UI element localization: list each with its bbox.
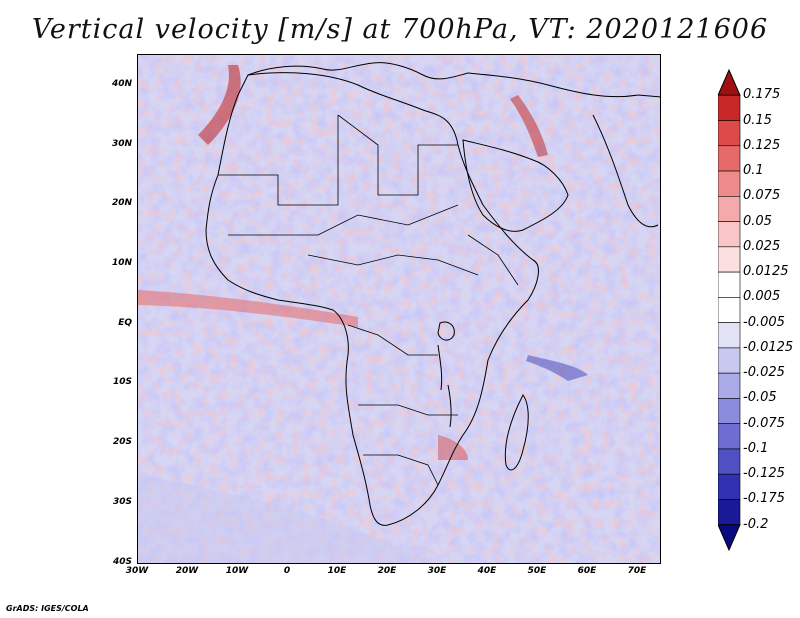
velocity-map bbox=[138, 55, 660, 563]
colorbar-segment bbox=[718, 423, 741, 450]
colorbar-level-label: 0.125 bbox=[743, 137, 781, 153]
lat-label-40n: 40N bbox=[111, 79, 132, 89]
border-south-2 bbox=[363, 454, 439, 486]
colorbar-segment bbox=[718, 94, 741, 121]
colorbar-segment bbox=[718, 271, 741, 298]
colorbar-level-label: -0.175 bbox=[743, 491, 785, 507]
lon-label-60e: 60E bbox=[577, 566, 597, 576]
lake-malawi bbox=[447, 384, 452, 428]
colorbar-segments bbox=[718, 68, 741, 552]
colorbar-level-label: -0.125 bbox=[743, 466, 785, 482]
lon-label-20e: 20E bbox=[377, 566, 397, 576]
lat-label-40s: 40S bbox=[112, 557, 132, 567]
colorbar-segment bbox=[718, 145, 741, 172]
madagascar-coastline bbox=[504, 394, 529, 471]
colorbar-segment bbox=[718, 448, 741, 475]
colorbar-segment bbox=[718, 499, 741, 526]
border-congo bbox=[347, 324, 438, 356]
colorbar-bottom-arrow bbox=[718, 524, 741, 552]
lat-label-10s: 10S bbox=[112, 377, 132, 387]
country-borders bbox=[218, 114, 519, 486]
lon-label-70e: 70E bbox=[627, 566, 647, 576]
colorbar-level-label: -0.0125 bbox=[743, 339, 794, 355]
colorbar-segment bbox=[718, 297, 741, 323]
map-plot-area bbox=[137, 54, 661, 564]
lake-victoria bbox=[437, 321, 455, 341]
atlas-updraft-streak bbox=[198, 65, 241, 145]
colorbar-segment bbox=[718, 372, 741, 399]
africa-coastline bbox=[205, 72, 539, 526]
lon-label-40e: 40E bbox=[477, 566, 497, 576]
colorbar-level-label: 0.0125 bbox=[743, 264, 789, 280]
colorbar-top-arrow bbox=[718, 68, 741, 96]
colorbar-segment bbox=[718, 246, 741, 273]
border-south bbox=[358, 404, 458, 416]
lat-label-30s: 30S bbox=[112, 497, 132, 507]
zagros-updraft-streak bbox=[510, 95, 548, 157]
lon-label-20w: 20W bbox=[175, 566, 199, 576]
itcz-updraft-band bbox=[138, 290, 358, 327]
colorbar bbox=[718, 68, 741, 552]
lat-label-20s: 20S bbox=[112, 437, 132, 447]
colorbar-level-label: -0.2 bbox=[743, 516, 769, 532]
colorbar-level-label: 0.15 bbox=[743, 112, 772, 128]
colorbar-segment bbox=[718, 170, 741, 197]
coastlines bbox=[205, 62, 660, 526]
border-central bbox=[307, 254, 479, 276]
colorbar-segment bbox=[718, 120, 741, 147]
colorbar-level-label: -0.005 bbox=[743, 314, 785, 330]
lon-label-30e: 30E bbox=[427, 566, 447, 576]
mozambique-updraft-patch bbox=[438, 435, 468, 460]
lat-label-eq: EQ bbox=[118, 318, 132, 328]
colorbar-level-label: 0.05 bbox=[743, 213, 772, 229]
lat-label-30n: 30N bbox=[111, 139, 132, 149]
lon-label-10w: 10W bbox=[225, 566, 249, 576]
colorbar-level-label: -0.05 bbox=[743, 390, 777, 406]
border-sahel bbox=[228, 204, 459, 236]
colorbar-level-label: 0.005 bbox=[743, 289, 781, 305]
india-coastline bbox=[592, 114, 659, 228]
colorbar-segment bbox=[718, 322, 741, 349]
colorbar-level-label: -0.025 bbox=[743, 365, 785, 381]
indian-ocean-downdraft-patch bbox=[526, 355, 588, 381]
arabia-coastline bbox=[462, 139, 569, 232]
colorbar-level-label: 0.075 bbox=[743, 188, 781, 204]
colorbar-segment bbox=[718, 473, 741, 500]
colorbar-level-label: 0.1 bbox=[743, 163, 764, 179]
lon-label-10e: 10E bbox=[327, 566, 347, 576]
colorbar-level-label: 0.025 bbox=[743, 238, 781, 254]
lat-label-10n: 10N bbox=[111, 258, 132, 268]
border-north-1 bbox=[218, 115, 339, 206]
southern-ocean-downdraft-area bbox=[138, 475, 434, 563]
colorbar-segment bbox=[718, 221, 741, 248]
middle-east-coastline bbox=[467, 72, 660, 98]
border-north-2 bbox=[337, 114, 458, 196]
border-horn bbox=[467, 234, 519, 286]
colorbar-segment bbox=[718, 196, 741, 222]
colorbar-segment bbox=[718, 398, 741, 424]
colorbar-level-label: -0.1 bbox=[743, 440, 769, 456]
colorbar-level-label: -0.075 bbox=[743, 415, 785, 431]
lake-tanganyika bbox=[437, 344, 443, 391]
map-title: Vertical velocity [m/s] at 700hPa, VT: 2… bbox=[31, 14, 769, 45]
lon-label-50e: 50E bbox=[527, 566, 547, 576]
europe-coastline bbox=[247, 62, 469, 80]
lon-label-30w: 30W bbox=[125, 566, 149, 576]
colorbar-level-label: 0.175 bbox=[743, 87, 781, 103]
colorbar-segment bbox=[718, 347, 741, 374]
lon-label-0: 0 bbox=[283, 566, 291, 576]
lat-label-20n: 20N bbox=[111, 198, 132, 208]
grads-credit: GrADS: IGES/COLA bbox=[6, 604, 89, 613]
